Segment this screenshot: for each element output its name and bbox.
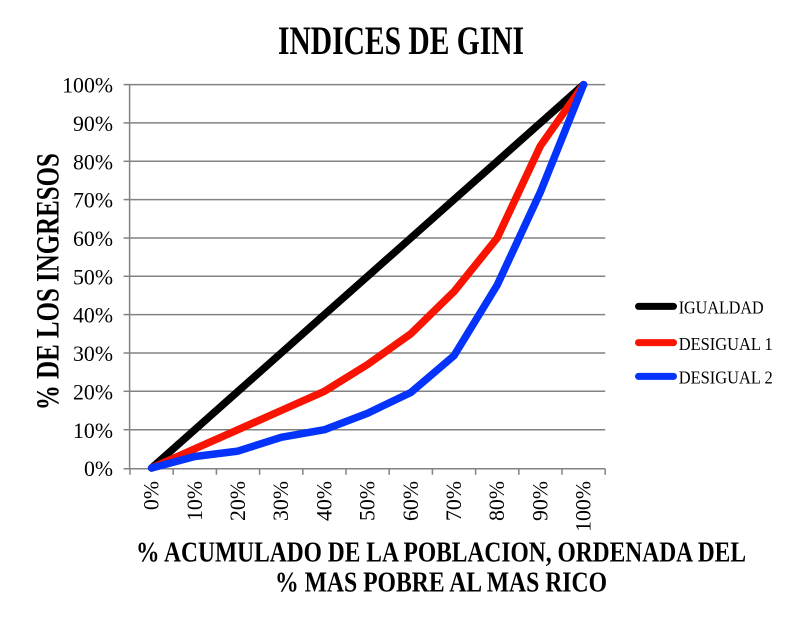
svg-text:100%: 100% xyxy=(62,74,113,98)
svg-text:70%: 70% xyxy=(442,481,466,521)
svg-text:20%: 20% xyxy=(73,380,113,404)
svg-text:0%: 0% xyxy=(140,481,164,510)
svg-text:20%: 20% xyxy=(226,481,250,521)
svg-text:30%: 30% xyxy=(269,481,293,521)
svg-text:60%: 60% xyxy=(73,227,113,251)
svg-text:90%: 90% xyxy=(528,481,552,521)
svg-text:40%: 40% xyxy=(73,304,113,328)
svg-text:10%: 10% xyxy=(183,481,207,521)
svg-text:80%: 80% xyxy=(485,481,509,521)
svg-text:0%: 0% xyxy=(84,457,113,481)
svg-text:DESIGUAL 2: DESIGUAL 2 xyxy=(679,368,773,388)
svg-text:DESIGUAL 1: DESIGUAL 1 xyxy=(679,334,773,354)
svg-text:30%: 30% xyxy=(73,342,113,366)
svg-text:INDICES DE GINI: INDICES DE GINI xyxy=(278,18,524,63)
svg-text:90%: 90% xyxy=(73,112,113,136)
svg-text:40%: 40% xyxy=(312,481,336,521)
svg-text:100%: 100% xyxy=(572,481,596,532)
svg-text:60%: 60% xyxy=(399,481,423,521)
svg-text:50%: 50% xyxy=(73,265,113,289)
svg-text:70%: 70% xyxy=(73,189,113,213)
svg-text:80%: 80% xyxy=(73,150,113,174)
svg-text:% ACUMULADO DE LA POBLACION, O: % ACUMULADO DE LA POBLACION, ORDENADA DE… xyxy=(136,537,746,569)
svg-text:10%: 10% xyxy=(73,419,113,443)
svg-text:50%: 50% xyxy=(356,481,380,521)
svg-text:IGUALDAD: IGUALDAD xyxy=(679,298,764,318)
svg-text:% DE LOS INGRESOS: % DE LOS INGRESOS xyxy=(30,153,66,410)
svg-text:% MAS POBRE AL MAS RICO: % MAS POBRE AL MAS RICO xyxy=(275,567,607,599)
